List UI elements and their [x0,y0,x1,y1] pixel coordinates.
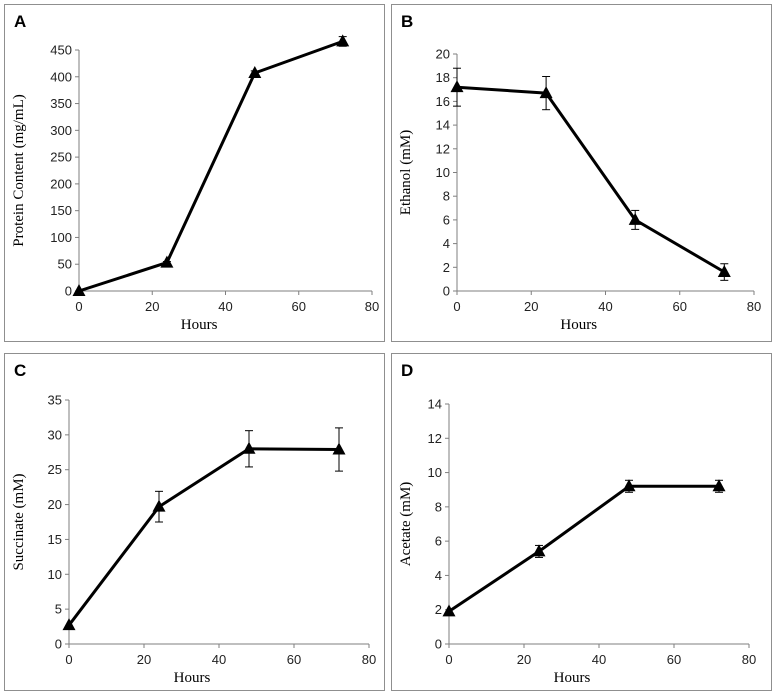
x-tick-label: 20 [524,299,538,314]
data-point-marker [539,86,553,99]
y-tick-label: 0 [65,284,72,299]
data-point-marker [248,66,262,79]
y-tick-label: 10 [436,165,450,180]
y-tick-label: 12 [428,431,442,446]
x-tick-label: 20 [145,299,159,314]
data-point-marker [72,284,86,296]
y-tick-label: 200 [50,176,72,191]
series-line [78,39,344,293]
x-tick-label: 60 [287,652,301,667]
x-tick-label: 40 [212,652,226,667]
chart-c: 0 5 10 15 20 25 30 35 0 20 40 60 80 Hours Succinate (m… [11,393,376,687]
y-tick-label: 5 [55,602,62,617]
y-tick-label: 4 [443,236,450,251]
y-axis-title: Protein Content (mg/mL) [11,94,27,246]
x-axis-title: Hours [560,317,597,333]
y-tick-label: 10 [428,465,442,480]
data-point-marker [152,499,166,512]
series-line [456,85,726,274]
x-tick-label: 80 [362,652,376,667]
data-point-marker [717,265,731,278]
chart-b: 0 2 4 6 8 10 12 14 16 18 20 0 20 40 60 80 Hours Ethanol (… [398,47,761,334]
x-tick-label: 0 [445,652,452,667]
y-tick-label: 6 [443,212,450,227]
y-tick-label: 350 [50,96,72,111]
y-tick-label: 35 [48,393,62,408]
chart-d: 0 2 4 6 8 10 12 14 0 20 40 60 80 Hours Acetate (mM) [398,397,756,687]
x-tick-label: 60 [292,299,306,314]
y-tick-label: 18 [436,70,450,85]
x-tick-label: 80 [747,299,761,314]
y-tick-label: 50 [58,257,72,272]
data-point-marker [628,212,642,225]
y-tick-label: 0 [443,284,450,299]
y-tick-label: 2 [435,602,442,617]
y-tick-label: 8 [435,499,442,514]
panel-b: B 0 2 4 6 8 10 12 14 16 18 20 0 20 40 60 80 Hours Ethanol… [391,4,772,342]
y-tick-label: 25 [48,462,62,477]
y-tick-label: 250 [50,150,72,165]
y-tick-label: 150 [50,203,72,218]
x-tick-label: 0 [75,299,82,314]
x-tick-label: 20 [517,652,531,667]
y-tick-label: 100 [50,230,72,245]
x-tick-label: 60 [673,299,687,314]
data-point-marker [160,255,174,268]
x-tick-label: 0 [65,652,72,667]
data-point-marker [532,544,546,557]
y-tick-label: 6 [435,534,442,549]
panel-label-b: B [401,12,414,31]
x-axis-title: Hours [174,670,211,686]
panel-label-c: C [14,361,27,380]
y-axis-title: Succinate (mM) [11,473,27,570]
panel-d: D 0 2 4 6 8 10 12 14 0 20 40 60 80 Hours Acetate (mM) [391,353,772,691]
y-tick-label: 30 [48,427,62,442]
x-tick-label: 40 [592,652,606,667]
x-tick-label: 0 [453,299,460,314]
y-tick-label: 300 [50,123,72,138]
x-tick-label: 60 [667,652,681,667]
panel-c: C 0 5 10 15 20 25 30 35 0 20 40 60 80 Hours Succinate … [4,353,385,691]
data-point-marker [242,441,256,454]
y-tick-label: 14 [428,397,442,412]
chart-a: 0 50 100 150 200 250 300 350 400 450 0 20 40 60 80 Hour… [11,34,379,333]
data-point-marker [62,618,76,631]
series-line [67,447,340,627]
y-tick-label: 20 [436,47,450,62]
x-axis-title: Hours [554,670,591,686]
series-line [448,484,719,613]
data-point-marker [712,479,726,492]
y-tick-label: 400 [50,69,72,84]
y-axis-title: Ethanol (mM) [398,130,414,215]
panel-a: A 0 50 100 150 200 250 300 350 400 450 0 20 40 60 80 Ho… [4,4,385,342]
x-tick-label: 80 [365,299,379,314]
y-tick-label: 10 [48,567,62,582]
y-axis-title: Acetate (mM) [398,482,414,567]
x-axis-title: Hours [181,317,218,333]
y-tick-label: 15 [48,532,62,547]
y-tick-label: 20 [48,497,62,512]
y-tick-label: 0 [435,637,442,652]
y-tick-label: 14 [436,118,450,133]
x-tick-label: 80 [742,652,756,667]
x-tick-label: 40 [218,299,232,314]
y-tick-label: 0 [55,637,62,652]
y-tick-label: 16 [436,94,450,109]
y-tick-label: 2 [443,260,450,275]
x-tick-label: 20 [137,652,151,667]
data-point-marker [450,80,464,93]
panel-label-d: D [401,361,414,380]
x-tick-label: 40 [598,299,612,314]
y-tick-label: 12 [436,141,450,156]
y-tick-label: 450 [50,43,72,58]
panel-label-a: A [14,12,27,31]
data-point-marker [332,442,346,455]
y-tick-label: 8 [443,189,450,204]
data-point-marker [442,604,456,617]
y-tick-label: 4 [435,568,442,583]
data-point-marker [622,479,636,492]
data-point-marker [336,34,350,47]
